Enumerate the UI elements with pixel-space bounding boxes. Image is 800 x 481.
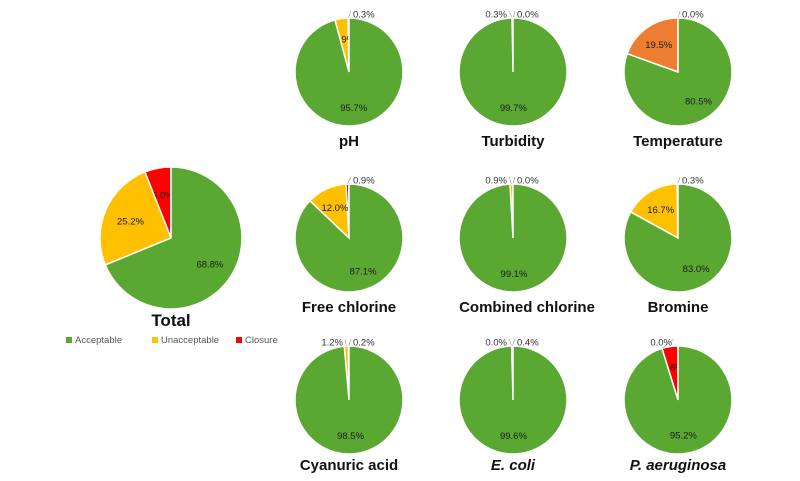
- slice-turbidity-closure-label: 0.0%: [517, 10, 539, 21]
- pie-title-temperature: Temperature: [633, 133, 723, 150]
- pie-cyanuric-acid: 0.2% 1.2% 98.5% Cyanuric acid: [294, 338, 404, 474]
- slice-turbidity-unacceptable-leader-line: [508, 10, 513, 19]
- slice-ph-closure-label: 0.3%: [353, 10, 375, 21]
- pie-title-ph: pH: [339, 133, 359, 150]
- slice-free-chlorine-acceptable: [294, 183, 404, 293]
- slice-free-chlorine-closure-leader-line: [347, 176, 352, 185]
- slice-combined-chlorine-closure-leader-line: [512, 176, 516, 185]
- slice-ph-acceptable: [294, 17, 404, 127]
- slice-free-chlorine-closure-label: 0.9%: [353, 176, 375, 187]
- slice-cyanuric-acid-unacceptable-label: 1.2%: [321, 338, 343, 349]
- slice-turbidity-acceptable: [458, 17, 568, 127]
- legend-swatch-acceptable: [66, 337, 72, 343]
- slice-bromine-unacceptable: [629, 183, 679, 240]
- pie-title-turbidity: Turbidity: [481, 133, 545, 150]
- slice-p-aeruginosa-closure-label: 4.8%: [662, 362, 684, 373]
- slice-e-coli-acceptable-label: 99.6%: [500, 431, 527, 442]
- slice-temperature-closure-leader-line: [677, 10, 681, 19]
- slice-free-chlorine-acceptable-label: 87.1%: [350, 266, 377, 277]
- legend-label-acceptable: Acceptable: [75, 335, 122, 346]
- legend: Acceptable Unacceptable Closure: [66, 335, 278, 346]
- slice-total-acceptable-label: 68.8%: [196, 260, 223, 271]
- slice-e-coli-closure-label: 0.4%: [517, 338, 539, 349]
- pie-e-coli: 0.4% 0.0% 99.6% E. coli: [458, 338, 568, 474]
- legend-label-unacceptable: Unacceptable: [161, 335, 219, 346]
- slice-ph-acceptable-label: 95.7%: [340, 103, 367, 114]
- slice-temperature-unacceptable: [626, 17, 679, 74]
- slice-temperature-acceptable: [623, 17, 733, 127]
- slice-turbidity-unacceptable-label: 0.3%: [485, 10, 507, 21]
- slice-combined-chlorine-acceptable-label: 99.1%: [501, 269, 528, 280]
- legend-swatch-closure: [236, 337, 242, 343]
- pie-free-chlorine: 0.9% 12.0% 87.1% Free chlorine: [294, 176, 404, 316]
- legend-swatch-unacceptable: [152, 337, 158, 343]
- slice-free-chlorine-unacceptable-label: 12.0%: [321, 203, 348, 214]
- slice-turbidity-acceptable-label: 99.7%: [500, 103, 527, 114]
- slice-p-aeruginosa-unacceptable-label: 0.0%: [650, 338, 672, 349]
- slice-e-coli-unacceptable-label: 0.0%: [485, 338, 507, 349]
- slice-total-unacceptable: [99, 171, 172, 266]
- slice-cyanuric-acid-unacceptable-leader-line: [344, 338, 347, 347]
- pie-combined-chlorine: 0.0% 0.9% 99.1% Combined chlorine: [458, 176, 595, 316]
- pie-temperature: 0.0% 19.5% 80.5% Temperature: [623, 10, 733, 150]
- slice-bromine-acceptable: [623, 183, 733, 293]
- slice-combined-chlorine-acceptable: [458, 183, 568, 293]
- pie-title-total: Total: [151, 311, 190, 330]
- pie-title-e-coli: E. coli: [491, 457, 536, 474]
- pie-title-combined-chlorine: Combined chlorine: [459, 299, 595, 316]
- slice-p-aeruginosa-acceptable: [623, 345, 733, 455]
- pie-title-free-chlorine: Free chlorine: [302, 299, 396, 316]
- slice-temperature-closure-label: 0.0%: [682, 10, 704, 21]
- slice-e-coli-acceptable: [458, 345, 568, 455]
- slice-cyanuric-acid-acceptable-label: 98.5%: [337, 431, 364, 442]
- slice-p-aeruginosa-unacceptable-leader-line: [661, 338, 675, 349]
- slice-total-unacceptable-label: 25.2%: [117, 216, 144, 227]
- pie-title-bromine: Bromine: [648, 299, 709, 316]
- pie-bromine: 0.3% 16.7% 83.0% Bromine: [623, 176, 733, 316]
- slice-total-acceptable: [104, 166, 243, 310]
- slice-e-coli-unacceptable-leader-line: [508, 338, 512, 347]
- slice-cyanuric-acid-closure-label: 0.2%: [353, 338, 375, 349]
- slice-temperature-acceptable-label: 80.5%: [685, 97, 712, 108]
- slice-combined-chlorine-closure-label: 0.0%: [517, 176, 539, 187]
- pie-total: 6.0% 25.2% 68.8% Total Acceptable Unacceptabl…: [66, 166, 278, 346]
- slice-bromine-closure-leader-line: [677, 176, 681, 185]
- slice-cyanuric-acid-acceptable: [294, 345, 404, 455]
- legend-label-closure: Closure: [245, 335, 278, 346]
- slice-bromine-acceptable-label: 83.0%: [683, 264, 710, 275]
- slice-ph-unacceptable-label: 3.9%: [333, 34, 355, 45]
- pie-ph: 0.3% 3.9% 95.7% pH: [294, 10, 404, 150]
- pie-p-aeruginosa: 4.8% 0.0% 95.2% P. aeruginosa: [623, 338, 733, 474]
- pie-title-p-aeruginosa: P. aeruginosa: [630, 457, 726, 474]
- slice-combined-chlorine-unacceptable-leader-line: [508, 176, 512, 185]
- slice-bromine-closure-label: 0.3%: [682, 176, 704, 187]
- slice-combined-chlorine-unacceptable-label: 0.9%: [485, 176, 507, 187]
- slice-total-closure-label: 6.0%: [152, 190, 174, 201]
- slice-turbidity-closure-leader-line: [512, 10, 516, 19]
- slice-temperature-unacceptable-label: 19.5%: [645, 40, 672, 51]
- slice-e-coli-closure-leader-line: [512, 338, 516, 347]
- pie-turbidity: 0.0% 0.3% 99.7% Turbidity: [458, 10, 568, 150]
- slice-ph-closure-leader-line: [348, 10, 352, 19]
- slice-p-aeruginosa-acceptable-label: 95.2%: [670, 431, 697, 442]
- pie-title-cyanuric-acid: Cyanuric acid: [300, 457, 398, 474]
- slice-bromine-unacceptable-label: 16.7%: [647, 205, 674, 216]
- slice-cyanuric-acid-closure-leader-line: [348, 338, 352, 347]
